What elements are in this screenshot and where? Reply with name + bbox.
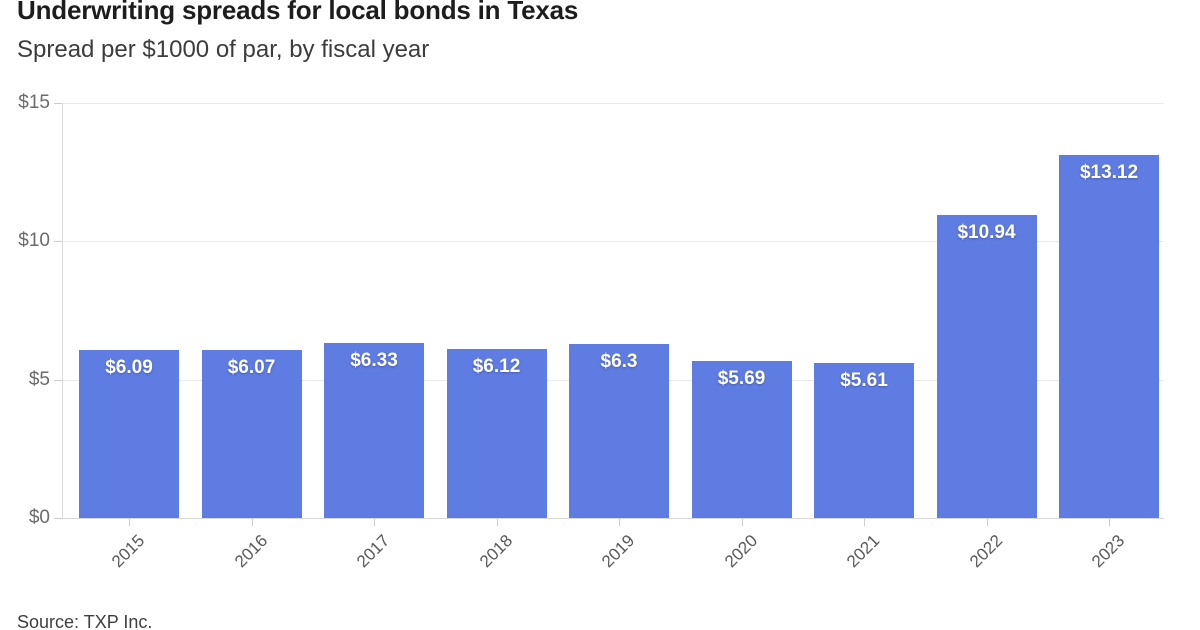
- y-tick-mark: [54, 103, 62, 104]
- x-tick-label: 2018: [475, 531, 516, 572]
- bar: [1059, 155, 1159, 518]
- bar-value-label: $5.69: [717, 367, 766, 389]
- bar-value-label: $10.94: [957, 222, 1016, 244]
- bar: [446, 348, 547, 518]
- x-tick-mark: [986, 519, 988, 526]
- bar: [201, 350, 302, 518]
- bar: [691, 360, 792, 518]
- y-tick-label: $10: [18, 230, 50, 252]
- y-tick-label: $0: [28, 507, 50, 528]
- source-note: Source: TXP Inc.: [17, 612, 153, 630]
- x-tick-label: 2021: [843, 531, 884, 572]
- y-tick-label: $15: [18, 92, 50, 113]
- x-tick-label: 2016: [230, 531, 271, 572]
- bar: [324, 342, 424, 518]
- x-tick-label: 2017: [353, 531, 394, 572]
- x-tick-label: 2019: [598, 531, 639, 572]
- x-tick-mark: [864, 519, 865, 526]
- bar: [814, 362, 914, 518]
- y-tick-label: $5: [28, 368, 50, 390]
- x-tick-mark: [496, 519, 498, 526]
- bar-value-label: $6.3: [600, 350, 638, 372]
- x-tick-mark: [1109, 519, 1110, 526]
- x-tick-label: 2015: [108, 531, 149, 572]
- x-tick-label: 2022: [965, 531, 1006, 572]
- x-axis-line: [62, 518, 1164, 519]
- x-tick-mark: [741, 519, 743, 526]
- x-tick-mark: [619, 519, 620, 526]
- gridline: [62, 103, 1164, 104]
- y-tick-mark: [54, 241, 62, 243]
- bar-value-label: $5.61: [840, 369, 888, 391]
- bar-value-label: $6.33: [350, 349, 398, 371]
- x-tick-label: 2023: [1088, 531, 1129, 572]
- y-axis-line: [62, 103, 63, 518]
- bar-value-label: $6.07: [227, 357, 276, 379]
- bar-value-label: $6.12: [472, 355, 521, 377]
- bar: [79, 349, 179, 518]
- bar: [936, 215, 1037, 518]
- chart-subtitle: Spread per $1000 of par, by fiscal year: [17, 36, 430, 63]
- bar: [569, 343, 669, 518]
- x-tick-mark: [129, 519, 130, 526]
- bar-value-label: $6.09: [105, 356, 153, 378]
- x-tick-label: 2020: [720, 531, 761, 572]
- x-tick-mark: [374, 519, 375, 526]
- chart-title: Underwriting spreads for local bonds in …: [17, 0, 579, 25]
- x-tick-mark: [251, 519, 253, 526]
- gridline: [62, 241, 1164, 243]
- y-tick-mark: [54, 518, 62, 519]
- bar-value-label: $13.12: [1079, 162, 1139, 183]
- y-tick-mark: [54, 379, 62, 381]
